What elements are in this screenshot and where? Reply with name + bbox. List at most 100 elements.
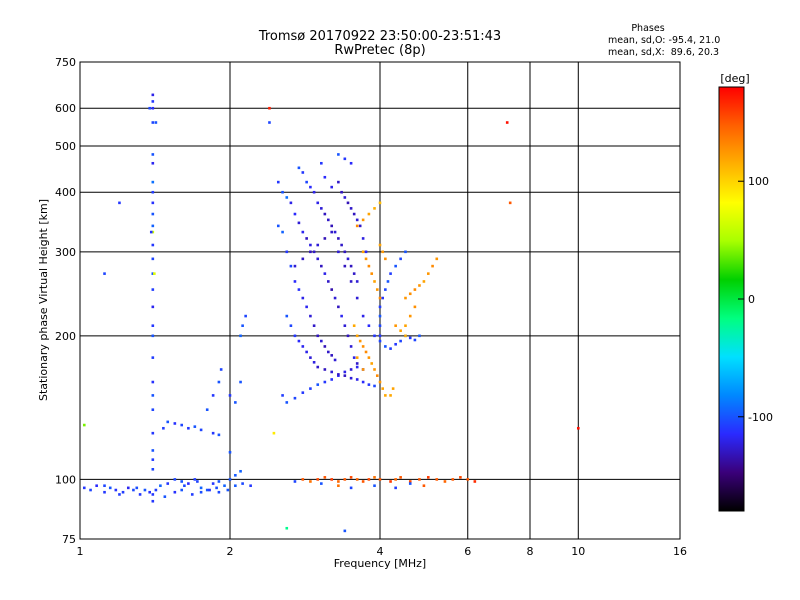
data-point (143, 488, 147, 492)
data-point (370, 272, 374, 275)
data-point (361, 250, 365, 254)
data-point (234, 484, 237, 488)
data-point (223, 484, 226, 488)
data-point (151, 449, 155, 452)
y-tick-label: 100 (55, 473, 76, 486)
data-point (378, 324, 382, 328)
data-point (293, 396, 297, 400)
data-point (327, 350, 330, 354)
data-point (508, 201, 512, 205)
data-point (330, 478, 334, 481)
data-point (309, 480, 312, 483)
data-point (355, 224, 359, 228)
data-point (337, 480, 340, 483)
data-point (103, 272, 106, 275)
data-point (391, 387, 395, 390)
data-point (151, 257, 155, 261)
data-point (151, 272, 155, 275)
data-point (373, 334, 376, 338)
data-point (355, 362, 359, 365)
data-point (305, 237, 308, 240)
x-tick-label: 8 (527, 545, 534, 558)
data-point (95, 484, 98, 488)
data-point (151, 380, 155, 384)
data-point (418, 478, 421, 481)
data-point (228, 394, 232, 397)
data-point (276, 180, 280, 184)
data-point (327, 218, 330, 222)
data-point (82, 486, 86, 490)
data-point (148, 106, 152, 110)
data-point (316, 257, 320, 261)
data-point (249, 484, 252, 488)
data-point (297, 221, 301, 225)
data-point (285, 314, 289, 318)
data-point (375, 374, 379, 377)
data-point (426, 476, 430, 479)
data-point (239, 469, 242, 473)
data-point (208, 488, 211, 492)
data-point (320, 161, 323, 165)
data-point (378, 296, 382, 300)
data-point (381, 387, 384, 390)
data-point (355, 296, 359, 300)
data-point (443, 480, 447, 483)
data-point (343, 264, 347, 268)
data-point (166, 482, 170, 485)
data-point (301, 345, 305, 348)
data-point (431, 264, 434, 268)
data-point (239, 380, 242, 384)
data-point (118, 493, 121, 496)
data-point (211, 431, 215, 435)
data-point (151, 305, 155, 309)
y-tick-label: 750 (55, 56, 76, 69)
data-point (309, 250, 312, 254)
data-point (375, 288, 379, 291)
data-point (451, 478, 455, 481)
data-point (162, 426, 165, 430)
data-point (316, 383, 320, 386)
data-point (346, 257, 350, 261)
data-point (293, 280, 297, 283)
data-point (408, 482, 412, 485)
data-point (473, 480, 477, 483)
data-point (309, 243, 312, 247)
data-point (323, 476, 327, 479)
data-point (413, 305, 417, 309)
data-point (151, 467, 155, 471)
x-axis: 1 2 4 6 8 10 16 (77, 545, 688, 558)
data-point (151, 190, 155, 194)
data-point (149, 230, 153, 234)
data-point (343, 374, 347, 377)
y-tick-label: 400 (55, 186, 76, 199)
data-point (384, 394, 387, 397)
data-point (187, 426, 190, 430)
data-point (333, 296, 337, 300)
data-point (309, 387, 312, 390)
data-point (312, 190, 316, 194)
data-point (349, 486, 353, 490)
data-point (422, 280, 426, 283)
data-point (301, 296, 305, 300)
data-point (384, 345, 387, 348)
data-point (211, 482, 215, 485)
data-point (404, 296, 407, 300)
x-tick-label: 6 (464, 545, 471, 558)
data-point (301, 230, 305, 234)
data-point (349, 207, 353, 210)
data-point (199, 428, 203, 432)
data-point (135, 486, 139, 490)
data-point (276, 224, 280, 228)
data-point (399, 476, 402, 479)
data-point (394, 264, 397, 268)
x-axis-label: Frequency [MHz] (334, 557, 426, 570)
data-point (151, 288, 155, 291)
data-point (361, 368, 365, 371)
data-point (384, 288, 387, 291)
data-point (148, 490, 152, 494)
data-point (281, 394, 284, 397)
data-point (378, 380, 382, 384)
data-point (408, 480, 412, 483)
y-tick-label: 600 (55, 102, 76, 115)
data-point (217, 380, 221, 384)
